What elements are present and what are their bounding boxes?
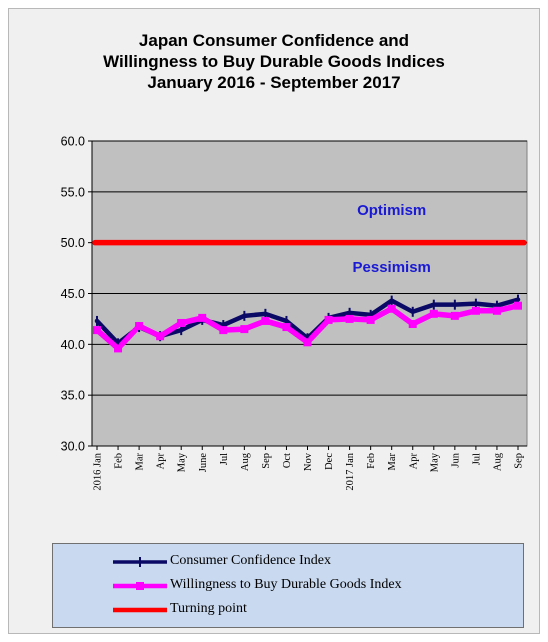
series-1-point-16 xyxy=(429,309,438,318)
x-tick-label-11: Dec xyxy=(324,453,335,470)
chart-title-line-2: Willingness to Buy Durable Goods Indices xyxy=(103,52,445,71)
series-1-point-11 xyxy=(324,315,333,324)
x-tick-label-7: Aug xyxy=(240,452,251,471)
series-1-point-20 xyxy=(514,301,522,310)
annotation-pessimism: Pessimism xyxy=(353,259,431,276)
series-1-point-3 xyxy=(156,332,165,341)
legend-label-consumer-confidence: Consumer Confidence Index xyxy=(170,553,331,568)
x-tick-label-6: Jul xyxy=(219,453,230,465)
x-tick-label-2: Mar xyxy=(135,453,146,471)
y-tick-label-4: 50.0 xyxy=(61,236,85,250)
y-tick-label-0: 30.0 xyxy=(61,440,85,454)
legend-label-turning-point: Turning point xyxy=(170,601,247,616)
legend-swatch-consumer-confidence xyxy=(113,557,167,567)
x-tick-label-17: Jun xyxy=(450,452,461,467)
chart-legend: Consumer Confidence Index Willingness to… xyxy=(52,543,524,628)
y-tick-label-2: 40.0 xyxy=(61,338,85,352)
x-tick-label-19: Aug xyxy=(492,452,503,471)
x-tick-label-10: Nov xyxy=(303,452,314,471)
series-1-point-10 xyxy=(303,338,312,347)
x-tick-label-14: Mar xyxy=(387,453,398,471)
legend-label-willingness-to-buy: Willingness to Buy Durable Goods Index xyxy=(170,577,402,592)
x-tick-label-1: Feb xyxy=(114,453,125,469)
x-tick-label-8: Sep xyxy=(261,453,272,469)
series-1-point-9 xyxy=(282,323,291,332)
x-tick-label-0: 2016 Jan xyxy=(93,452,104,490)
x-tick-label-3: Apr xyxy=(156,453,167,470)
legend-swatch-turning-point xyxy=(113,607,167,613)
x-tick-label-20: Sep xyxy=(514,453,525,469)
chart-title-line-3: January 2016 - September 2017 xyxy=(147,73,401,92)
legend-item-turning-point: Turning point xyxy=(53,598,523,622)
series-1-point-6 xyxy=(219,326,228,335)
x-tick-label-16: May xyxy=(429,452,440,472)
x-tick-label-15: Apr xyxy=(408,453,419,470)
annotation-optimism: Optimism xyxy=(357,202,426,219)
series-1-point-13 xyxy=(366,315,375,324)
legend-swatch-willingness-to-buy xyxy=(113,582,167,590)
series-1-point-8 xyxy=(261,316,270,325)
chart-title-line-1: Japan Consumer Confidence and xyxy=(138,31,410,50)
legend-item-willingness-to-buy: Willingness to Buy Durable Goods Index xyxy=(53,574,523,598)
series-1-point-4 xyxy=(177,318,186,327)
series-1-point-7 xyxy=(240,325,249,334)
series-1-point-19 xyxy=(492,306,501,315)
y-tick-label-3: 45.0 xyxy=(61,287,85,301)
series-1-point-17 xyxy=(450,311,459,320)
chart-title: Japan Consumer Confidence and Willingnes… xyxy=(0,30,548,93)
x-tick-label-18: Jul xyxy=(471,453,482,465)
series-1-point-14 xyxy=(387,304,396,313)
x-tick-label-12: 2017 Jan xyxy=(345,452,356,490)
x-tick-label-5: June xyxy=(198,453,209,473)
y-tick-label-5: 55.0 xyxy=(61,185,85,199)
series-1-point-2 xyxy=(135,322,144,331)
series-1-point-5 xyxy=(198,313,207,322)
y-tick-label-6: 60.0 xyxy=(61,135,85,149)
series-1-point-18 xyxy=(471,306,480,315)
series-1-point-1 xyxy=(114,344,123,353)
series-1-point-15 xyxy=(408,320,417,328)
series-1-point-0 xyxy=(93,326,101,335)
x-tick-label-9: Oct xyxy=(282,453,293,468)
x-tick-label-13: Feb xyxy=(366,453,377,469)
y-tick-label-1: 35.0 xyxy=(61,389,85,403)
x-tick-label-4: May xyxy=(177,452,188,472)
series-1-point-12 xyxy=(345,314,354,323)
legend-item-consumer-confidence: Consumer Confidence Index xyxy=(53,550,523,574)
